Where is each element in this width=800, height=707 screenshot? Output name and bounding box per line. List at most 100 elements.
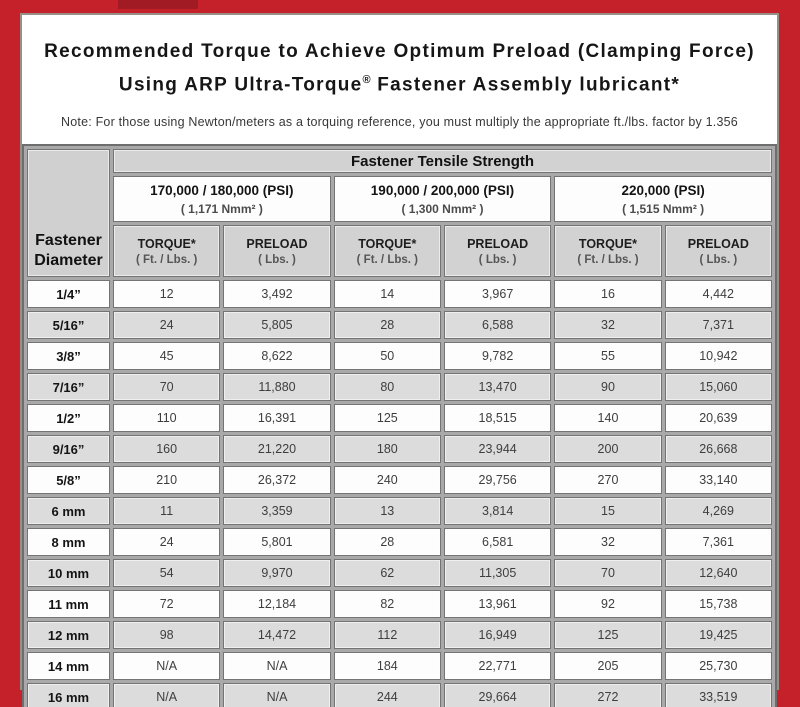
- cell-value: 62: [333, 559, 441, 588]
- table-row: 12 mm 98 14,472 112 16,949 125 19,425: [27, 621, 772, 650]
- page-title: Recommended Torque to Achieve Optimum Pr…: [22, 37, 777, 99]
- table-row: 6 mm 11 3,359 13 3,814 15 4,269: [27, 497, 772, 526]
- cell-value: 3,814: [443, 497, 552, 526]
- cell-value: 80: [333, 373, 441, 402]
- cell-value: 10,942: [664, 342, 772, 371]
- cell-value: 45: [113, 342, 221, 371]
- torque-column-header-3: TORQUE* ( Ft. / Lbs. ): [554, 225, 662, 278]
- cell-value: 12: [113, 280, 221, 309]
- cell-value: 28: [333, 311, 441, 340]
- cell-value: 125: [333, 404, 441, 433]
- cell-value: 72: [113, 590, 221, 619]
- psi-group-190-200: 190,000 / 200,000 (PSI) ( 1,300 Nmm² ): [333, 176, 552, 223]
- cell-value: 125: [554, 621, 662, 650]
- torque-label: TORQUE*: [358, 236, 417, 251]
- cell-value: 11: [113, 497, 221, 526]
- cell-value: 15,060: [664, 373, 772, 402]
- torque-label: TORQUE*: [137, 236, 196, 251]
- table-row: 1/2” 110 16,391 125 18,515 140 20,639: [27, 404, 772, 433]
- table-row: 11 mm 72 12,184 82 13,961 92 15,738: [27, 590, 772, 619]
- cell-value: 26,668: [664, 435, 772, 464]
- cell-value: 32: [554, 528, 662, 557]
- cell-value: 240: [333, 466, 441, 495]
- cell-value: 98: [113, 621, 221, 650]
- row-diameter: 8 mm: [27, 528, 110, 557]
- psi-label: 190,000 / 200,000 (PSI): [370, 182, 515, 198]
- preload-label: PRELOAD: [246, 236, 308, 251]
- torque-table: Fastener Diameter Fastener Tensile Stren…: [22, 144, 777, 707]
- row-diameter: 1/2”: [27, 404, 110, 433]
- cell-value: 9,970: [223, 559, 331, 588]
- cell-value: 29,664: [443, 683, 552, 707]
- cell-value: 13,961: [443, 590, 552, 619]
- row-diameter: 6 mm: [27, 497, 110, 526]
- cell-value: 7,371: [664, 311, 772, 340]
- table-body: 1/4” 12 3,492 14 3,967 16 4,442 5/16” 24…: [27, 280, 772, 707]
- cell-value: 7,361: [664, 528, 772, 557]
- psi-group-220: 220,000 (PSI) ( 1,515 Nmm² ): [554, 176, 772, 223]
- cell-value: 16,949: [443, 621, 552, 650]
- cell-value: 8,622: [223, 342, 331, 371]
- cell-value: 270: [554, 466, 662, 495]
- torque-unit: ( Ft. / Lbs. ): [356, 253, 418, 266]
- cell-value: 92: [554, 590, 662, 619]
- cell-value: 112: [333, 621, 441, 650]
- psi-label: 220,000 (PSI): [621, 182, 705, 198]
- cell-value: 13: [333, 497, 441, 526]
- cell-value: 14: [333, 280, 441, 309]
- cell-value: 140: [554, 404, 662, 433]
- cell-value: 180: [333, 435, 441, 464]
- torque-label: TORQUE*: [578, 236, 638, 251]
- cell-value: 5,801: [223, 528, 331, 557]
- preload-label: PRELOAD: [687, 236, 749, 251]
- cell-value: 18,515: [443, 404, 552, 433]
- table-row: 14 mm N/A N/A 184 22,771 205 25,730: [27, 652, 772, 681]
- cell-value: 29,756: [443, 466, 552, 495]
- row-diameter: 10 mm: [27, 559, 110, 588]
- cell-value: 50: [333, 342, 441, 371]
- cell-value: 3,967: [443, 280, 552, 309]
- cell-value: 110: [113, 404, 221, 433]
- cell-value: 33,140: [664, 466, 772, 495]
- cell-value: 24: [113, 528, 221, 557]
- cell-value: 210: [113, 466, 221, 495]
- cell-value: 272: [554, 683, 662, 707]
- preload-unit: ( Lbs. ): [258, 253, 296, 266]
- cell-value: 4,269: [664, 497, 772, 526]
- cell-value: 32: [554, 311, 662, 340]
- cell-value: 24: [113, 311, 221, 340]
- preload-column-header-3: PRELOAD ( Lbs. ): [664, 225, 772, 278]
- title-line-1: Recommended Torque to Achieve Optimum Pr…: [44, 41, 755, 62]
- cell-value: 16,391: [223, 404, 331, 433]
- cell-value: 12,184: [223, 590, 331, 619]
- cell-value: 15,738: [664, 590, 772, 619]
- table-row: 10 mm 54 9,970 62 11,305 70 12,640: [27, 559, 772, 588]
- note-text: Note: For those using Newton/meters as a…: [61, 115, 738, 130]
- table-row: 3/8” 45 8,622 50 9,782 55 10,942: [27, 342, 772, 371]
- cell-value: 23,944: [443, 435, 552, 464]
- row-diameter: 3/8”: [27, 342, 110, 371]
- cell-value: 12,640: [664, 559, 772, 588]
- title-line-2-suffix: Fastener Assembly lubricant*: [370, 74, 681, 96]
- cell-value: 3,492: [223, 280, 331, 309]
- title-line-2-text: Using ARP Ultra-Torque: [118, 74, 363, 96]
- row-diameter: 9/16”: [27, 435, 110, 464]
- cell-value: 70: [113, 373, 221, 402]
- table-row: 8 mm 24 5,801 28 6,581 32 7,361: [27, 528, 772, 557]
- cell-value: 90: [554, 373, 662, 402]
- cell-value: N/A: [113, 652, 221, 681]
- registered-trademark-symbol: ®: [362, 74, 371, 86]
- row-diameter: 12 mm: [27, 621, 110, 650]
- preload-column-header-2: PRELOAD ( Lbs. ): [443, 225, 552, 278]
- torque-unit: ( Ft. / Lbs. ): [136, 253, 198, 266]
- row-diameter: 14 mm: [27, 652, 110, 681]
- cell-value: 28: [333, 528, 441, 557]
- table-row: 9/16” 160 21,220 180 23,944 200 26,668: [27, 435, 772, 464]
- row-diameter: 7/16”: [27, 373, 110, 402]
- corner-header-line2: Diameter: [34, 252, 103, 270]
- psi-group-170-180: 170,000 / 180,000 (PSI) ( 1,171 Nmm² ): [113, 176, 331, 223]
- title-line-2: Using ARP Ultra-Torque® Fastener Assembl…: [22, 66, 777, 99]
- tensile-header-row: Fastener Diameter Fastener Tensile Stren…: [27, 149, 772, 278]
- preload-column-header-1: PRELOAD ( Lbs. ): [223, 225, 331, 278]
- cell-value: 9,782: [443, 342, 552, 371]
